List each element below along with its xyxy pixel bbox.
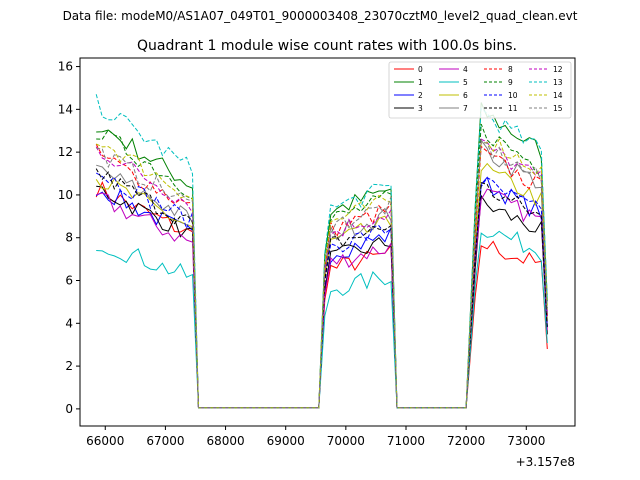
x-tick-label: 69000 xyxy=(267,434,305,448)
y-tick-label: 12 xyxy=(58,145,73,159)
x-offset-label: +3.157e8 xyxy=(516,455,575,469)
y-tick-label: 8 xyxy=(65,231,73,245)
legend-label: 13 xyxy=(553,78,563,87)
legend-label: 7 xyxy=(463,104,468,113)
legend-label: 3 xyxy=(418,104,423,113)
y-tick-label: 16 xyxy=(58,60,73,74)
x-tick-label: 67000 xyxy=(146,434,184,448)
y-tick-label: 14 xyxy=(58,102,73,116)
legend-label: 4 xyxy=(463,65,468,74)
series-line-3 xyxy=(96,185,548,409)
chart-suptitle: Data file: modeM0/AS1A07_049T01_90000034… xyxy=(63,9,578,23)
x-axis: 66000 67000 68000 69000 70000 71000 72000 73000 xyxy=(86,426,545,448)
series-line-2 xyxy=(95,176,548,409)
x-tick-label: 72000 xyxy=(447,434,485,448)
legend-label: 9 xyxy=(508,78,513,87)
legend-label: 0 xyxy=(418,65,423,74)
x-tick-label: 71000 xyxy=(387,434,425,448)
series-line-5 xyxy=(96,230,548,409)
series-line-1 xyxy=(96,102,548,409)
legend-label: 1 xyxy=(418,78,423,87)
x-tick-label: 68000 xyxy=(206,434,244,448)
series-line-11 xyxy=(95,168,548,409)
axes-frame xyxy=(79,57,576,427)
legend-label: 15 xyxy=(553,104,563,113)
legend-label: 8 xyxy=(508,65,513,74)
series-line-9 xyxy=(96,123,548,409)
y-tick-label: 2 xyxy=(65,359,73,373)
legend-box xyxy=(388,61,572,119)
legend-label: 14 xyxy=(553,91,563,100)
legend-label: 10 xyxy=(508,91,518,100)
series-line-8 xyxy=(95,143,548,409)
x-tick-label: 73000 xyxy=(507,434,545,448)
y-axis: 0 2 4 6 8 10 12 14 16 xyxy=(58,60,80,416)
x-tick-label: 66000 xyxy=(86,434,124,448)
legend-label: 6 xyxy=(463,91,468,100)
legend-label: 5 xyxy=(463,78,468,87)
chart-title: Quadrant 1 module wise count rates with … xyxy=(137,38,517,54)
y-tick-label: 0 xyxy=(65,402,73,416)
y-tick-label: 10 xyxy=(58,188,73,202)
legend-label: 11 xyxy=(508,104,518,113)
legend-label: 2 xyxy=(418,91,423,100)
series-line-13 xyxy=(95,94,548,409)
y-tick-label: 6 xyxy=(65,274,73,288)
plot-lines xyxy=(95,94,548,409)
x-tick-label: 70000 xyxy=(327,434,365,448)
series-line-15 xyxy=(96,141,548,409)
series-line-4 xyxy=(96,188,548,409)
series-line-10 xyxy=(95,172,548,409)
y-tick-label: 4 xyxy=(65,316,73,330)
series-line-14 xyxy=(95,137,548,409)
legend-label: 12 xyxy=(553,65,563,74)
